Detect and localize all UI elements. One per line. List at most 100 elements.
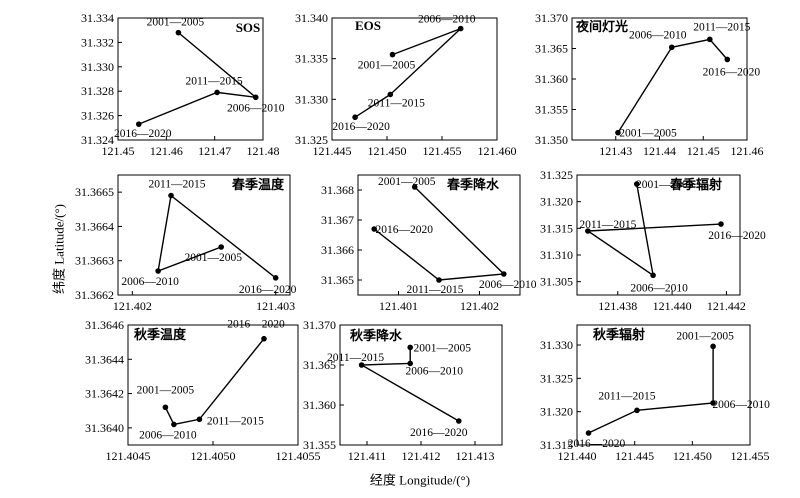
plot-frame xyxy=(576,324,751,446)
series-line xyxy=(157,194,277,279)
panel-title: 春季降水 xyxy=(446,177,500,192)
data-point xyxy=(585,228,591,234)
y-tick-label: 31.330 xyxy=(295,92,328,106)
data-label: 2016—2020 xyxy=(227,319,285,331)
data-label: 2001—2005 xyxy=(413,342,471,354)
y-tick-label: 31.315 xyxy=(540,221,573,235)
panel-title: 秋季降水 xyxy=(350,328,403,343)
data-point xyxy=(175,29,182,36)
y-tick-label: 31.330 xyxy=(540,338,573,352)
data-point xyxy=(371,226,378,232)
data-point xyxy=(650,272,656,279)
y-tick-label: 31.335 xyxy=(295,52,328,66)
x-tick-label: 121.413 xyxy=(456,449,495,463)
x-tick-label: 121.44 xyxy=(643,144,676,158)
x-tick-label: 121.402 xyxy=(113,299,152,313)
panel-title: 秋季辐射 xyxy=(593,327,645,342)
data-label: 2006—2010 xyxy=(405,365,463,377)
y-tick-label: 31.355 xyxy=(303,438,336,452)
y-tick-label: 31.365 xyxy=(321,273,354,287)
data-label: 2011—2015 xyxy=(406,284,463,296)
x-tick-label: 121.4055 xyxy=(276,449,321,463)
x-tick-label: 121.4045 xyxy=(106,449,151,463)
data-label: 2016—2020 xyxy=(114,128,172,140)
x-tick-label: 121.455 xyxy=(731,449,770,463)
chart-panel-4: 31.3662 31.3663 31.3664 31.3665 121.402 121.4… xyxy=(75,174,297,313)
data-point xyxy=(707,36,713,43)
x-tick-label: 121.48 xyxy=(247,144,280,158)
data-point xyxy=(387,91,394,98)
data-point xyxy=(407,344,414,351)
y-tick-label: 31.3642 xyxy=(85,387,124,401)
data-point xyxy=(710,343,716,350)
data-label: 2006—2010 xyxy=(630,282,688,294)
plot-frame xyxy=(117,174,291,296)
x-tick-label: 121.46 xyxy=(150,144,183,158)
y-tick-label: 31.315 xyxy=(540,438,573,452)
x-tick-label: 121.442 xyxy=(707,299,746,313)
data-label: 2001—2005 xyxy=(676,330,734,342)
y-tick-label: 31.310 xyxy=(540,248,573,262)
series-line xyxy=(585,183,722,277)
data-point xyxy=(436,277,442,283)
data-label: 2001—2005 xyxy=(358,60,416,72)
plot-frame xyxy=(331,17,498,141)
y-tick-label: 31.3663 xyxy=(75,254,114,268)
panel-title: 春季辐射 xyxy=(669,177,722,192)
panel-title: 春季温度 xyxy=(231,177,285,192)
y-tick-label: 31.325 xyxy=(295,133,328,147)
y-tick-label: 31.3640 xyxy=(85,421,124,435)
data-point xyxy=(155,268,161,274)
y-tick-label: 31.3646 xyxy=(85,318,124,332)
plot-frame xyxy=(576,174,741,296)
x-tick-label: 121.460 xyxy=(478,144,517,158)
data-point xyxy=(171,421,177,428)
y-tick-label: 31.324 xyxy=(81,133,114,147)
data-label: 2006—2010 xyxy=(479,279,537,291)
data-label: 2006—2010 xyxy=(418,14,476,26)
x-tick-label: 121.45 xyxy=(687,144,720,158)
x-tick-label: 121.47 xyxy=(198,144,231,158)
data-label: 2006—2010 xyxy=(227,102,285,114)
chart-panel-6: 31.305 31.310 31.315 31.320 31.325 121.438 121… xyxy=(540,168,766,313)
data-point xyxy=(710,400,716,406)
y-tick-label: 31.3665 xyxy=(75,185,114,199)
y-tick-label: 31.330 xyxy=(81,60,114,74)
data-label: 2001—2005 xyxy=(636,179,694,191)
chart-panel-2: 31.325 31.330 31.335 31.340 121.445 121.450 12… xyxy=(295,11,517,158)
chart-panel-8: 31.355 31.360 31.365 31.370 121.411 121.412 12… xyxy=(303,318,503,463)
data-label: 2001—2005 xyxy=(137,384,195,396)
data-label: 2011—2015 xyxy=(368,97,425,109)
series-line xyxy=(164,338,265,426)
y-tick-label: 31.320 xyxy=(540,195,573,209)
data-label: 2006—2010 xyxy=(629,29,687,41)
y-tick-label: 31.325 xyxy=(540,371,573,385)
y-tick-label: 31.305 xyxy=(540,275,573,289)
data-label: 2011—2015 xyxy=(148,179,205,191)
data-point xyxy=(457,25,464,32)
y-tick-label: 31.360 xyxy=(535,72,568,86)
data-point xyxy=(407,360,414,367)
chart-panel-3: 31.350 31.355 31.360 31.365 31.370 121.43 121.… xyxy=(535,11,764,158)
data-label: 2016—2020 xyxy=(239,284,297,296)
data-point xyxy=(196,416,203,423)
data-label: 2011—2015 xyxy=(598,390,655,402)
data-label: 2016—2020 xyxy=(568,438,626,450)
data-label: 2001—2005 xyxy=(184,252,242,264)
data-label: 2011—2015 xyxy=(579,219,636,231)
data-point xyxy=(389,51,396,58)
x-tick-label: 121.440 xyxy=(558,449,597,463)
data-label: 2016—2020 xyxy=(703,66,761,78)
data-label: 2016—2020 xyxy=(708,230,766,242)
figure-x-axis-label: 经度 Longitude/(°) xyxy=(369,472,471,488)
x-tick-label: 121.43 xyxy=(599,144,632,158)
x-tick-label: 121.4050 xyxy=(191,449,236,463)
x-tick-label: 121.445 xyxy=(615,449,654,463)
y-tick-label: 31.365 xyxy=(535,42,568,56)
series-line xyxy=(588,346,714,434)
series-line xyxy=(359,347,460,422)
y-tick-label: 31.355 xyxy=(535,103,568,117)
series-line xyxy=(373,186,506,281)
data-point xyxy=(585,430,592,436)
